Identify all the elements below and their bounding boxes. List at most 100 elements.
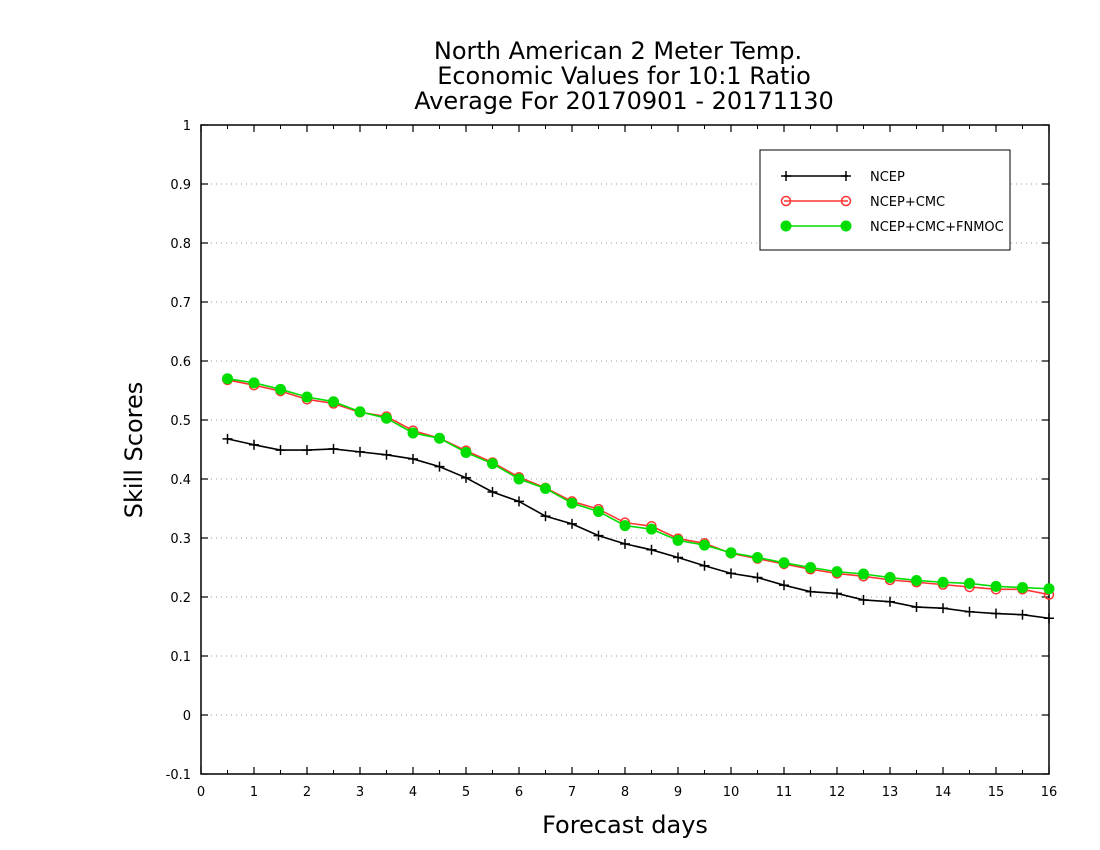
data-point-ncep-cmc-fnmoc (487, 458, 498, 470)
x-tick-label: 12 (829, 785, 846, 800)
data-point-ncep (275, 445, 286, 456)
data-point-ncep (805, 586, 816, 597)
data-point-ncep-cmc-fnmoc (831, 566, 843, 578)
y-axis-tick-labels: -0.1 0 0.1 0.2 0.3 0.4 0.5 0.6 0.7 0.8 0.9 1 (166, 119, 191, 783)
x-axis-tick-labels: 0 1 2 3 4 5 6 7 8 9 10 11 12 13 14 15 16 (197, 785, 1057, 800)
data-point-ncep (461, 472, 471, 483)
y-tick-label: 0.7 (170, 296, 191, 311)
data-point-ncep-cmc-fnmoc (725, 547, 737, 559)
x-tick-label: 11 (776, 785, 793, 800)
series-ncep (222, 433, 1054, 624)
x-tick-label: 8 (621, 785, 629, 800)
y-tick-label: 0.5 (170, 414, 191, 429)
series-layer (222, 373, 1055, 624)
legend-marker-start-ncep (781, 171, 791, 181)
data-point-ncep-cmc-fnmoc (884, 572, 896, 584)
data-point-ncep-cmc-fnmoc (248, 377, 260, 389)
x-tick-label: 6 (515, 785, 523, 800)
data-point-ncep (487, 486, 498, 497)
data-point-ncep-cmc-fnmoc (699, 539, 710, 551)
data-point-ncep (434, 461, 445, 472)
data-point-ncep (567, 518, 577, 529)
data-point-ncep (699, 560, 710, 571)
legend-label-ncep-cmc: NCEP+CMC (870, 195, 945, 210)
y-tick-label: 0.9 (170, 178, 191, 193)
x-tick-label: 7 (568, 785, 576, 800)
data-point-ncep-cmc-fnmoc (964, 577, 975, 589)
title-line-3: Average For 20170901 - 20171130 (414, 87, 834, 115)
data-point-ncep-cmc-fnmoc (301, 391, 313, 403)
data-point-ncep-cmc-fnmoc (1017, 582, 1028, 594)
data-point-ncep (249, 439, 259, 450)
x-tick-label: 15 (988, 785, 1005, 800)
data-point-ncep (673, 552, 683, 563)
legend-label-ncep: NCEP (870, 170, 905, 185)
y-tick-label: 1 (183, 119, 191, 134)
data-point-ncep-cmc-fnmoc (593, 505, 604, 517)
data-point-ncep (593, 530, 604, 541)
legend-marker-start-ncep-cmc (780, 195, 792, 207)
data-point-ncep-cmc-fnmoc (858, 568, 869, 580)
data-point-ncep-cmc-fnmoc (513, 473, 525, 485)
data-point-ncep-cmc-fnmoc (328, 396, 339, 408)
x-tick-label: 10 (723, 785, 740, 800)
data-point-ncep (726, 568, 736, 579)
title-line-1: North American 2 Meter Temp. (434, 37, 802, 65)
y-tick-label: 0.3 (170, 532, 191, 547)
y-axis-label: Skill Scores (120, 382, 148, 519)
data-point-ncep (752, 572, 763, 583)
data-point-ncep (991, 608, 1001, 619)
data-point-ncep (911, 602, 922, 613)
data-point-ncep (779, 580, 789, 591)
x-tick-label: 9 (674, 785, 682, 800)
series-line-ncep-cmc-fnmoc (227, 377, 1050, 590)
legend-label-ncep-cmc-fnmoc: NCEP+CMC+FNMOC (870, 220, 1004, 235)
data-point-ncep-cmc-fnmoc (990, 580, 1002, 592)
data-point-ncep (381, 449, 392, 460)
data-point-ncep-cmc-fnmoc (911, 574, 922, 586)
y-tick-label: 0.2 (170, 591, 191, 606)
legend-item-ncep-cmc-fnmoc: NCEP+CMC+FNMOC (780, 220, 1004, 235)
axis-ticks (200, 124, 1050, 775)
series-ncep-cmc-fnmoc (222, 373, 1055, 595)
data-point-ncep-cmc-fnmoc (646, 523, 657, 535)
y-tick-label: 0.8 (170, 237, 191, 252)
legend-item-ncep: NCEP (781, 170, 905, 185)
series-ncep-cmc (222, 374, 1055, 600)
data-point-ncep-cmc-fnmoc (460, 446, 472, 458)
data-point-ncep (832, 588, 842, 599)
legend-box (759, 149, 1011, 251)
legend-marker-end-ncep (841, 171, 851, 181)
series-line-ncep-cmc (227, 379, 1050, 596)
y-tick-label: 0 (183, 709, 191, 724)
data-point-ncep (328, 443, 339, 454)
data-point-ncep-cmc-fnmoc (672, 534, 684, 546)
series-line-ncep (227, 438, 1050, 620)
data-point-ncep-cmc-fnmoc (619, 520, 631, 532)
data-point-ncep-cmc-fnmoc (407, 427, 419, 439)
x-tick-label: 0 (197, 785, 205, 800)
data-point-ncep (858, 594, 869, 605)
data-point-ncep (355, 446, 365, 457)
y-tick-label: -0.1 (166, 768, 191, 783)
data-point-ncep-cmc-fnmoc (275, 383, 286, 395)
data-point-ncep-cmc-fnmoc (937, 576, 949, 588)
data-point-ncep-cmc-fnmoc (354, 406, 366, 418)
y-tick-label: 0.6 (170, 355, 191, 370)
data-point-ncep-cmc-fnmoc (566, 497, 578, 509)
data-point-ncep (514, 496, 524, 507)
y-tick-label: 0.4 (170, 473, 191, 488)
data-point-ncep-cmc-fnmoc (222, 373, 233, 385)
x-tick-label: 14 (935, 785, 952, 800)
data-point-ncep-cmc-fnmoc (540, 482, 551, 494)
data-point-ncep (620, 538, 630, 549)
data-point-ncep-cmc-fnmoc (434, 432, 445, 444)
data-point-ncep (302, 445, 312, 456)
legend-item-ncep-cmc: NCEP+CMC (780, 195, 945, 210)
data-point-ncep (1017, 609, 1028, 620)
data-point-ncep (964, 606, 975, 617)
x-tick-label: 4 (409, 785, 417, 800)
data-point-ncep (938, 603, 948, 614)
x-tick-label: 1 (250, 785, 258, 800)
